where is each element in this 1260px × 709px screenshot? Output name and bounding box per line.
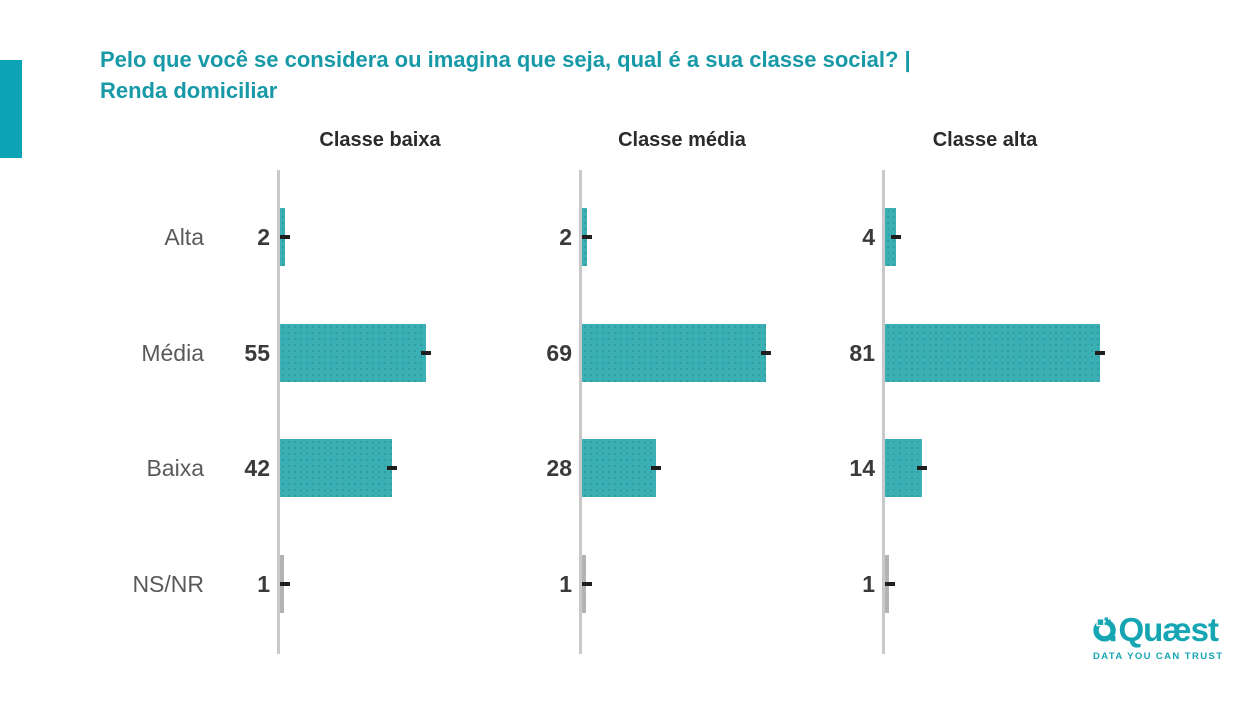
bar-row: 2: [559, 208, 872, 266]
bar-value-label: 42: [244, 455, 270, 481]
panel-classe-baixa: Classe baixa 2 55 42 1: [244, 129, 577, 654]
accent-bar: [0, 60, 22, 158]
panel-header-classe-media: Classe média: [618, 129, 746, 151]
bar-end-marker: [1095, 351, 1106, 355]
bar-end-marker: [582, 582, 592, 586]
bar-value-label: 2: [559, 224, 572, 250]
bar-row: 1: [559, 555, 872, 613]
quaest-logo: Quæst DATA YOU CAN TRUST: [1093, 610, 1224, 663]
bar: [280, 439, 392, 497]
bar-row: 14: [849, 439, 1175, 497]
bar-end-marker: [917, 466, 928, 470]
bar-end-marker: [890, 235, 901, 239]
bar-row: 2: [257, 208, 570, 266]
panel-classe-media: Classe média 2 69 28 1: [546, 129, 879, 654]
category-label-baixa: Baixa: [146, 455, 204, 481]
bar-end-marker: [760, 351, 771, 355]
bar-value-label: 14: [849, 455, 875, 481]
panel-header-classe-alta: Classe alta: [932, 129, 1038, 151]
bar-row: 1: [257, 555, 570, 613]
page-title-line2: Renda domiciliar: [100, 78, 278, 103]
bar-value-label: 81: [849, 340, 875, 366]
axis-line: [579, 170, 582, 654]
bar-end-marker: [885, 582, 895, 586]
bar-row: 28: [546, 439, 872, 497]
axis-line: [277, 170, 280, 654]
bar: [280, 324, 427, 382]
category-label-alta: Alta: [164, 224, 204, 250]
bar-value-label: 1: [559, 571, 572, 597]
panel-classe-alta: Classe alta 4 81 14 1: [849, 129, 1182, 654]
bar-row: 42: [244, 439, 570, 497]
bar-row: 81: [849, 324, 1175, 382]
bar: [582, 324, 766, 382]
bar: [885, 324, 1101, 382]
quaest-q-icon: [1093, 617, 1116, 642]
bar-row: 69: [546, 324, 872, 382]
category-axis-labels: Alta Média Baixa NS/NR: [80, 170, 204, 656]
bar-end-marker: [651, 466, 662, 470]
axis-line: [882, 170, 885, 654]
bar-value-label: 1: [257, 571, 270, 597]
page-title-line1: Pelo que você se considera ou imagina qu…: [100, 47, 911, 72]
bar-value-label: 1: [862, 571, 875, 597]
bar-row: 55: [244, 324, 570, 382]
bar: [582, 439, 657, 497]
bar-end-marker: [421, 351, 432, 355]
bar-end-marker: [386, 466, 397, 470]
bar-value-label: 69: [546, 340, 572, 366]
bar-row: 1: [862, 555, 1175, 613]
bar-end-marker: [582, 235, 593, 239]
bar-end-marker: [280, 582, 290, 586]
bar: [885, 439, 923, 497]
category-label-media: Média: [141, 340, 204, 366]
bar-value-label: 28: [546, 455, 572, 481]
bar-value-label: 4: [862, 224, 875, 250]
bar-value-label: 55: [244, 340, 270, 366]
panel-header-classe-baixa: Classe baixa: [319, 129, 441, 151]
page-title: Pelo que você se considera ou imagina qu…: [100, 44, 1160, 106]
bar: [885, 208, 896, 266]
bar-row: 4: [862, 208, 1175, 266]
category-label-nsnr: NS/NR: [132, 571, 204, 597]
bar-value-label: 2: [257, 224, 270, 250]
logo-brand-text: Quæst: [1118, 611, 1219, 648]
bar-end-marker: [280, 235, 291, 239]
logo-tagline: DATA YOU CAN TRUST: [1093, 651, 1224, 662]
